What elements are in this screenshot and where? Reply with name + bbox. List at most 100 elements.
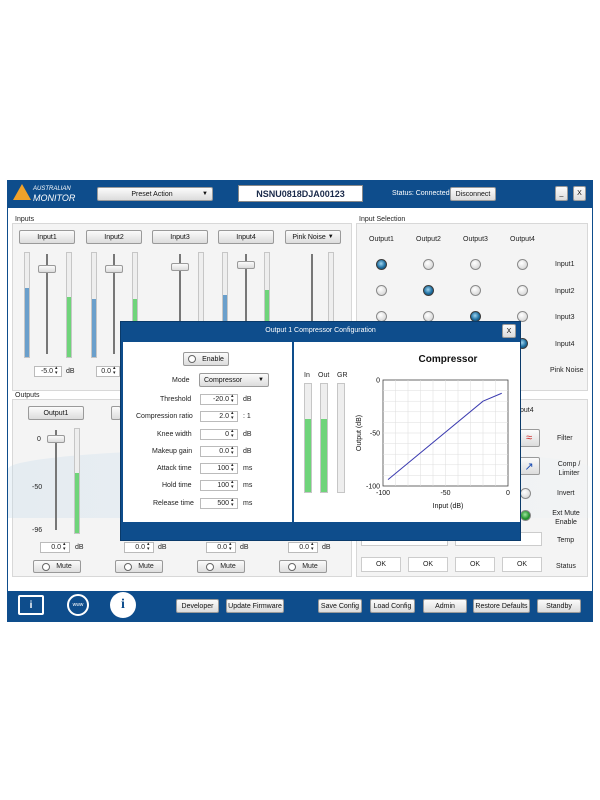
knee-width-stepper[interactable]: 0	[200, 429, 238, 440]
chart-x-tick-label: 0	[506, 490, 510, 497]
release-time-unit: ms	[243, 500, 253, 507]
input4-fader-knob[interactable]	[237, 261, 255, 269]
input-selection-title: Input Selection	[359, 216, 406, 223]
output4-mute-button[interactable]: Mute	[279, 560, 327, 573]
meter-out-label: Out	[318, 372, 330, 379]
route-input1-output2[interactable]	[423, 259, 434, 270]
input2-gain-stepper[interactable]: 0.0	[96, 366, 120, 377]
save-config-button[interactable]: Save Config	[318, 599, 362, 613]
output4-comp-button[interactable]: ↗	[518, 457, 540, 475]
ratio-label: Compression ratio	[136, 413, 193, 420]
route-input2-output1[interactable]	[376, 285, 387, 296]
input2-fader-track	[113, 254, 115, 354]
website-icon[interactable]: www	[67, 594, 89, 616]
output1-mute-button[interactable]: Mute	[33, 560, 81, 573]
outputs-title: Outputs	[15, 392, 40, 399]
output3-gain-stepper[interactable]: 0.0	[206, 542, 236, 553]
output4-gain-stepper[interactable]: 0.0	[288, 542, 318, 553]
mode-label: Mode	[172, 377, 190, 384]
chart-ylabel: Output (dB)	[356, 415, 363, 451]
input1-button[interactable]: Input1	[19, 230, 75, 244]
pink-noise-dropdown[interactable]: Pink Noise ▼	[285, 230, 341, 244]
knee-width-label: Knee width	[157, 431, 192, 438]
minimize-button[interactable]: _	[555, 186, 568, 201]
info-icon[interactable]: i	[110, 592, 136, 618]
input2-fader-knob[interactable]	[105, 265, 123, 273]
logo-text-top: AUSTRALIAN	[33, 186, 71, 192]
release-time-stepper[interactable]: 500	[200, 498, 238, 509]
hold-time-stepper[interactable]: 100	[200, 480, 238, 491]
route-input1-output3[interactable]	[470, 259, 481, 270]
makeup-gain-stepper[interactable]: 0.0	[200, 446, 238, 457]
selection-row-input1: Input1	[555, 261, 575, 268]
output-scale-minus50: -50	[32, 484, 43, 491]
route-input2-output3[interactable]	[470, 285, 481, 296]
output-scale-0: 0	[37, 436, 41, 443]
chart-x-tick-label: -50	[440, 490, 450, 497]
status-output3: OK	[455, 557, 495, 572]
selection-col-output3: Output3	[463, 236, 488, 243]
selection-row-input4: Input4	[555, 341, 575, 348]
update-firmware-button[interactable]: Update Firmware	[226, 599, 284, 613]
output2-gain-stepper[interactable]: 0.0	[124, 542, 154, 553]
input1-gain-stepper[interactable]: -5.0	[34, 366, 62, 377]
load-config-button[interactable]: Load Config	[370, 599, 415, 613]
output1-fader-track	[55, 430, 57, 530]
pink-noise-label: Pink Noise	[292, 233, 326, 241]
output4-ext-mute-toggle[interactable]	[520, 510, 531, 521]
input4-button[interactable]: Input4	[218, 230, 274, 244]
selection-row-input3: Input3	[555, 314, 575, 321]
chevron-down-icon: ▼	[258, 377, 264, 383]
mute-indicator-icon	[42, 562, 51, 571]
mute-label: Mute	[138, 563, 154, 570]
preset-action-dropdown[interactable]: Preset Action ▼	[97, 187, 213, 201]
route-input1-output1[interactable]	[376, 259, 387, 270]
manual-icon[interactable]: i	[18, 595, 44, 615]
mute-label: Mute	[220, 563, 236, 570]
restore-defaults-button[interactable]: Restore Defaults	[473, 599, 530, 613]
output1-gain-stepper[interactable]: 0.0	[40, 542, 70, 553]
label-invert: Invert	[557, 490, 575, 497]
dialog-in-meter	[304, 383, 312, 493]
enable-indicator-icon	[188, 355, 197, 363]
input1-gain-unit: dB	[66, 368, 75, 375]
input3-fader-knob[interactable]	[171, 263, 189, 271]
route-input1-output4[interactable]	[517, 259, 528, 270]
release-time-label: Release time	[153, 500, 194, 507]
output3-mute-button[interactable]: Mute	[197, 560, 245, 573]
enable-button[interactable]: Enable	[183, 352, 229, 366]
serial-number: NSNU0818DJA00123	[238, 185, 363, 202]
attack-time-stepper[interactable]: 100	[200, 463, 238, 474]
output4-invert-toggle[interactable]	[520, 488, 531, 499]
makeup-gain-label: Makeup gain	[152, 448, 193, 455]
developer-button[interactable]: Developer	[176, 599, 219, 613]
status-output1: OK	[361, 557, 401, 572]
close-button[interactable]: X	[573, 186, 586, 201]
chart-x-tick-label: -100	[376, 490, 390, 497]
hold-time-unit: ms	[243, 482, 253, 489]
makeup-gain-unit: dB	[243, 448, 252, 455]
connection-status: Status: Connected	[392, 190, 450, 197]
output3-gain-unit: dB	[240, 544, 249, 551]
input3-button[interactable]: Input3	[152, 230, 208, 244]
input1-fader-knob[interactable]	[38, 265, 56, 273]
route-input2-output4[interactable]	[517, 285, 528, 296]
input1-output-meter	[66, 252, 72, 358]
mode-dropdown[interactable]: Compressor ▼	[199, 373, 269, 387]
route-input3-output4[interactable]	[517, 311, 528, 322]
standby-button[interactable]: Standby	[537, 599, 581, 613]
input2-button[interactable]: Input2	[86, 230, 142, 244]
output4-filter-button[interactable]: ≈	[518, 429, 540, 447]
threshold-stepper[interactable]: -20.0	[200, 394, 238, 405]
output1-fader-knob[interactable]	[47, 435, 65, 443]
admin-button[interactable]: Admin	[423, 599, 467, 613]
output1-button[interactable]: Output1	[28, 406, 84, 420]
route-input2-output2[interactable]	[423, 285, 434, 296]
chevron-down-icon: ▼	[202, 191, 208, 197]
dialog-close-button[interactable]: X	[502, 324, 516, 338]
disconnect-button[interactable]: Disconnect	[450, 187, 496, 201]
output2-mute-button[interactable]: Mute	[115, 560, 163, 573]
ratio-stepper[interactable]: 2.0	[200, 411, 238, 422]
attack-time-unit: ms	[243, 465, 253, 472]
threshold-unit: dB	[243, 396, 252, 403]
